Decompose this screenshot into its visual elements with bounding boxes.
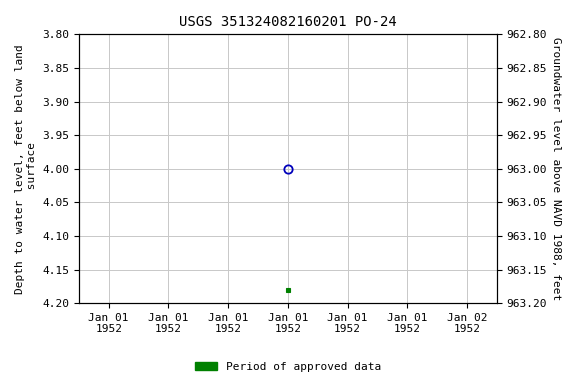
- Legend: Period of approved data: Period of approved data: [191, 358, 385, 377]
- Y-axis label: Depth to water level, feet below land
 surface: Depth to water level, feet below land su…: [15, 44, 37, 294]
- Y-axis label: Groundwater level above NAVD 1988, feet: Groundwater level above NAVD 1988, feet: [551, 37, 561, 300]
- Title: USGS 351324082160201 PO-24: USGS 351324082160201 PO-24: [179, 15, 397, 29]
